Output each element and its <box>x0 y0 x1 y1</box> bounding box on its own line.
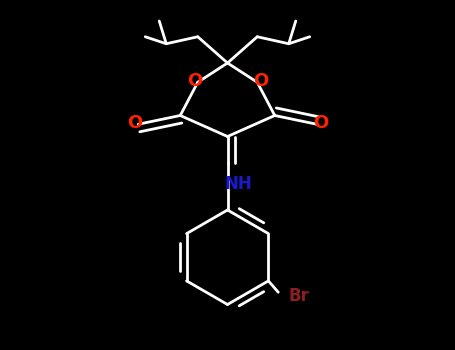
Text: Br: Br <box>289 287 310 305</box>
Text: O: O <box>253 71 268 90</box>
Text: O: O <box>187 71 202 90</box>
Text: O: O <box>313 113 328 132</box>
Text: NH: NH <box>224 175 252 193</box>
Text: O: O <box>127 113 142 132</box>
